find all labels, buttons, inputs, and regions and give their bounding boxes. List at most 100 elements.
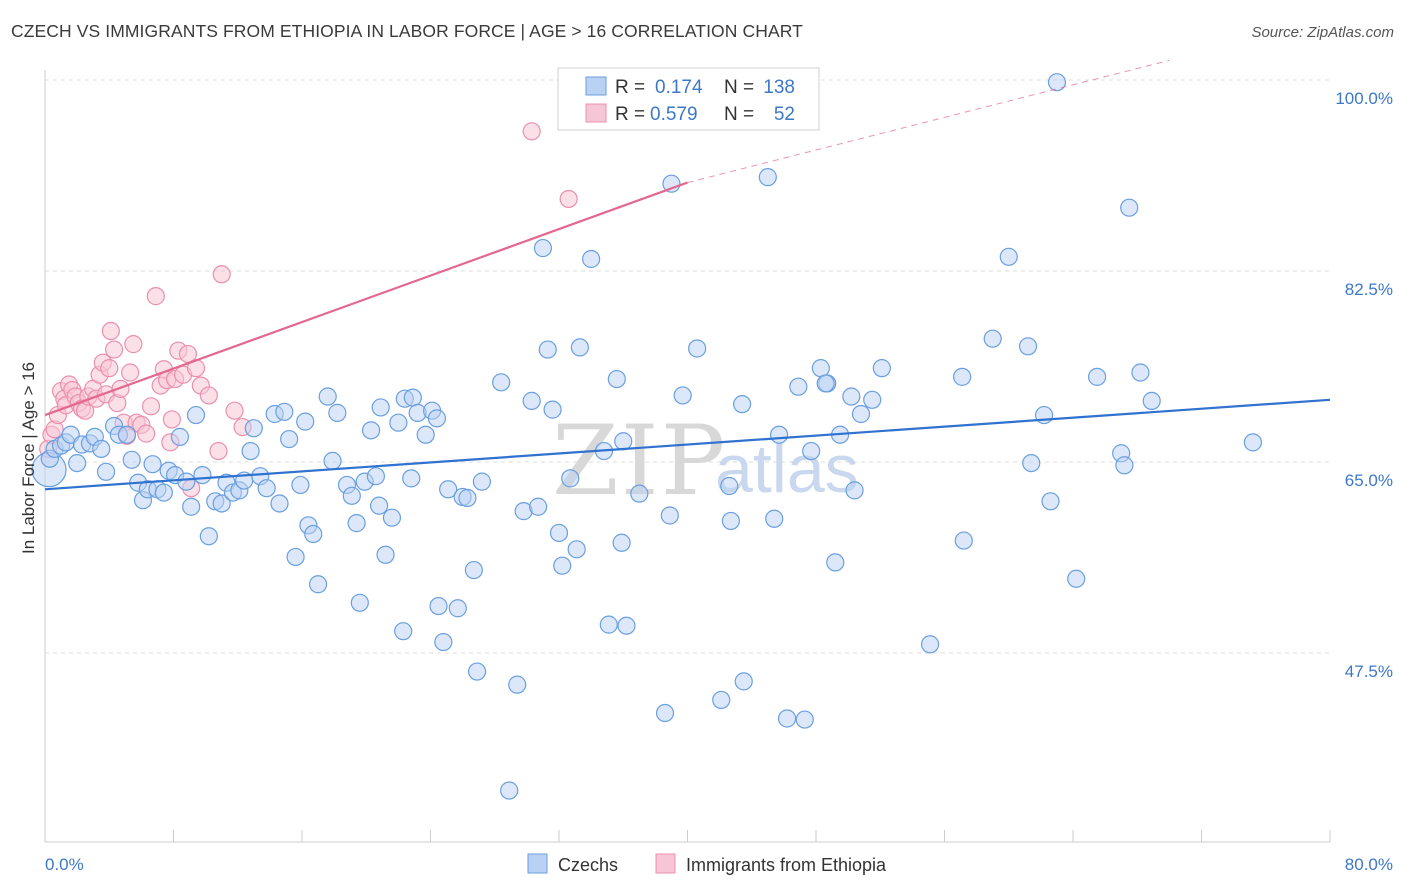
czech-point	[999, 247, 1018, 266]
czech-point	[92, 439, 111, 459]
czech-point	[318, 387, 337, 406]
czech-point	[954, 531, 973, 550]
czech-point	[789, 377, 808, 396]
czech-point	[1243, 433, 1263, 452]
legend-box: R = 0.174 N = 138 R = 0.579 N = 52	[557, 67, 820, 131]
ethiopia-point	[101, 321, 120, 341]
czech-point	[291, 475, 310, 495]
czech-point	[721, 511, 740, 531]
x-tick-label-max: 80.0%	[1345, 855, 1393, 874]
bottom-legend-ethiopia: Immigrants from Ethiopia	[686, 855, 887, 875]
czech-point	[688, 339, 707, 358]
chart-title: CZECH VS IMMIGRANTS FROM ETHIOPIA IN LAB…	[11, 21, 803, 41]
czech-point	[1041, 492, 1060, 511]
czech-point	[170, 427, 190, 446]
czech-point	[582, 249, 601, 269]
czech-point	[777, 709, 797, 728]
source-label: Source: ZipAtlas.com	[1251, 24, 1394, 41]
czech-point	[533, 238, 553, 258]
ethiopia-trendline	[44, 181, 688, 417]
ethiopia-point	[137, 424, 156, 443]
x-ticks	[44, 830, 1331, 842]
czech-point	[811, 359, 830, 378]
czech-point	[275, 402, 294, 421]
watermark-atlas: atlas	[715, 431, 859, 507]
czech-point	[280, 429, 299, 449]
czech-point	[286, 547, 305, 567]
czech-point	[765, 509, 784, 528]
czech-point	[439, 480, 458, 499]
czech-point	[630, 484, 649, 503]
trend-lines	[44, 59, 1331, 491]
czech-point	[177, 472, 196, 491]
czech-point	[1018, 337, 1038, 356]
czech-point	[342, 486, 361, 505]
czech-point	[561, 469, 580, 488]
czech-point	[68, 453, 87, 473]
czech-point	[802, 441, 821, 461]
czech-point	[350, 593, 369, 612]
czech-point	[720, 476, 739, 496]
czech-point	[826, 553, 845, 572]
czech-point	[492, 373, 511, 392]
czech-point	[241, 441, 260, 461]
czech-point	[543, 400, 562, 419]
y-tick-label: 100.0%	[1335, 89, 1393, 108]
ethiopia-point	[121, 363, 140, 382]
czech-point	[403, 388, 422, 407]
czech-point	[500, 781, 519, 800]
czech-point	[607, 369, 626, 389]
czech-point	[370, 496, 389, 515]
czech-point	[1142, 391, 1161, 410]
czech-point	[1120, 198, 1139, 217]
czech-point	[553, 556, 572, 575]
ethiopia-point	[559, 189, 578, 209]
czech-point	[851, 404, 871, 424]
ethiopia-point	[100, 359, 119, 378]
czech-point	[1087, 367, 1107, 386]
czech-point	[522, 391, 541, 410]
czech-point	[308, 575, 328, 594]
czech-point	[296, 412, 315, 431]
czech-point	[769, 425, 789, 444]
ethiopia-point	[225, 401, 244, 420]
czech-point	[427, 409, 447, 428]
legend-r-label-1: R =	[615, 77, 645, 98]
czechs-points	[31, 73, 1263, 800]
czech-point	[96, 462, 116, 481]
ethiopia-point	[209, 441, 228, 461]
legend-r-value-2: 0.579	[650, 104, 698, 125]
czech-point	[182, 497, 201, 516]
czech-point	[508, 675, 527, 694]
czech-point	[244, 419, 263, 438]
x-tick-label-min: 0.0%	[45, 855, 84, 874]
ethiopia-point	[146, 287, 165, 306]
czech-point	[1131, 363, 1150, 382]
legend-r-label-2: R =	[615, 104, 645, 125]
legend-swatch-ethiopia	[585, 103, 607, 123]
czech-point	[567, 540, 586, 559]
czech-point	[458, 488, 477, 508]
ethiopia-point	[522, 122, 541, 141]
czech-point	[529, 497, 548, 516]
czech-point	[758, 168, 777, 187]
bottom-legend-swatch-ethiopia	[655, 853, 676, 874]
czech-point	[660, 506, 679, 525]
legend-r-value-1: 0.174	[655, 77, 703, 98]
czech-point	[394, 622, 413, 641]
czech-point	[143, 455, 162, 474]
czech-point	[842, 387, 861, 406]
ethiopia-trendline-extension	[687, 59, 1170, 184]
czech-point	[464, 560, 483, 580]
czech-point	[983, 329, 1002, 348]
czech-point	[186, 405, 206, 425]
czech-point	[154, 483, 173, 502]
czech-point	[199, 527, 218, 546]
bottom-legend-czechs: Czechs	[558, 855, 618, 875]
legend-n-label-1: N =	[724, 77, 754, 98]
ethiopia-points	[39, 122, 578, 498]
czech-point	[1115, 456, 1134, 475]
czech-point	[920, 635, 940, 654]
bottom-legend-swatch-czechs	[527, 853, 548, 874]
